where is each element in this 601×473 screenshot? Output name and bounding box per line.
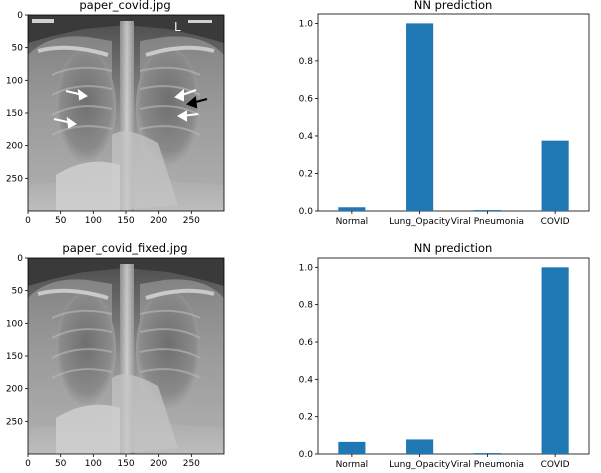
x-tick-label: 0 xyxy=(25,459,31,469)
bar xyxy=(338,441,366,454)
xray-axis-ticks: 0 50 100 150 200 250 0 50 100 150 200 250 xyxy=(6,11,200,226)
x-tick-label: 150 xyxy=(117,459,134,469)
plot-frame xyxy=(317,13,590,212)
x-tick-label: 200 xyxy=(150,216,167,226)
xray-image: L xyxy=(26,13,226,213)
bar xyxy=(473,453,501,454)
y-tick-label: 0.2 xyxy=(299,413,313,423)
y-tick-label: 0.0 xyxy=(299,207,314,217)
x-tick-label: Normal xyxy=(336,460,369,470)
xray-label-strip xyxy=(188,20,212,23)
y-tick-label: 0.4 xyxy=(299,132,314,142)
y-tick-label: 100 xyxy=(6,319,23,329)
y-tick-label: 0.8 xyxy=(299,57,314,67)
y-tick-label: 0.4 xyxy=(299,375,314,385)
y-tick-label: 250 xyxy=(6,417,23,427)
y-tick-label: 0.6 xyxy=(299,94,314,104)
y-tick-label: 1.0 xyxy=(299,19,314,29)
xray-panel-fixed: paper_covid_fixed.jpg 0 50 100 150 200 250 0 50… xyxy=(6,241,226,469)
x-tick-label: 100 xyxy=(85,459,102,469)
x-tick-label: COVID xyxy=(541,460,570,470)
x-tick-label: COVID xyxy=(541,217,570,227)
annotation-arrow-icon xyxy=(174,88,197,102)
x-tick-label: Viral Pneumonia xyxy=(451,217,524,227)
x-tick-label: 250 xyxy=(183,459,200,469)
annotation-arrow-icon xyxy=(186,96,208,109)
xray-side-marker: L xyxy=(174,20,181,34)
x-tick-label: 50 xyxy=(55,459,67,469)
y-tick-label: 100 xyxy=(6,76,23,86)
y-tick-label: 0 xyxy=(17,254,23,264)
y-tick-label: 0.8 xyxy=(299,301,314,311)
annotation-arrow-icon xyxy=(176,110,199,122)
xray-title: paper_covid.jpg xyxy=(79,0,170,12)
y-tick-label: 150 xyxy=(6,352,23,362)
x-tick-label: Normal xyxy=(336,217,369,227)
y-tick-label: 0.2 xyxy=(299,169,313,179)
xray-image xyxy=(26,256,226,456)
y-tick-label: 50 xyxy=(12,44,24,54)
x-tick-label: Lung_Opacity xyxy=(389,217,451,227)
x-tick-label: 0 xyxy=(25,216,31,226)
x-tick-label: 100 xyxy=(85,216,102,226)
y-tick-label: 0.6 xyxy=(299,338,314,348)
bar xyxy=(406,23,434,212)
bar xyxy=(406,439,434,454)
bar-chart-fixed: NN prediction 0.0 0.2 0.4 0.6 0.8 1.0 Normal Lu… xyxy=(299,241,590,470)
chart-title: NN prediction xyxy=(414,241,493,255)
y-tick-label: 200 xyxy=(6,142,23,152)
bar xyxy=(338,207,366,211)
bar-chart-original: NN prediction 0.0 0.2 0.4 0.6 0.8 1.0 Normal Lu… xyxy=(299,0,590,227)
x-tick-label: Lung_Opacity xyxy=(389,460,451,470)
y-tick-label: 200 xyxy=(6,385,23,395)
annotation-arrow-icon xyxy=(53,116,77,129)
annotation-arrow-icon xyxy=(65,88,88,101)
xray-title: paper_covid_fixed.jpg xyxy=(62,241,187,255)
y-tick-label: 150 xyxy=(6,109,23,119)
bar xyxy=(473,210,501,211)
bar xyxy=(541,267,569,454)
y-tick-label: 0.0 xyxy=(299,450,314,460)
y-tick-label: 250 xyxy=(6,174,23,184)
xray-panel-original: paper_covid.jpg L 0 50 100 150 200 250 0 50 100 xyxy=(6,0,226,226)
x-tick-label: 250 xyxy=(183,216,200,226)
xray-axis-ticks: 0 50 100 150 200 250 0 50 100 150 200 250 xyxy=(6,254,200,469)
bar xyxy=(541,140,569,211)
plot-frame xyxy=(317,257,590,455)
x-tick-label: 50 xyxy=(55,216,67,226)
y-tick-label: 0 xyxy=(17,11,23,21)
x-tick-label: Viral Pneumonia xyxy=(451,460,524,470)
x-tick-label: 200 xyxy=(150,459,167,469)
y-tick-label: 50 xyxy=(12,287,24,297)
xray-label-strip xyxy=(32,19,54,23)
y-tick-label: 1.0 xyxy=(299,263,314,273)
chart-title: NN prediction xyxy=(414,0,493,12)
x-tick-label: 150 xyxy=(117,216,134,226)
